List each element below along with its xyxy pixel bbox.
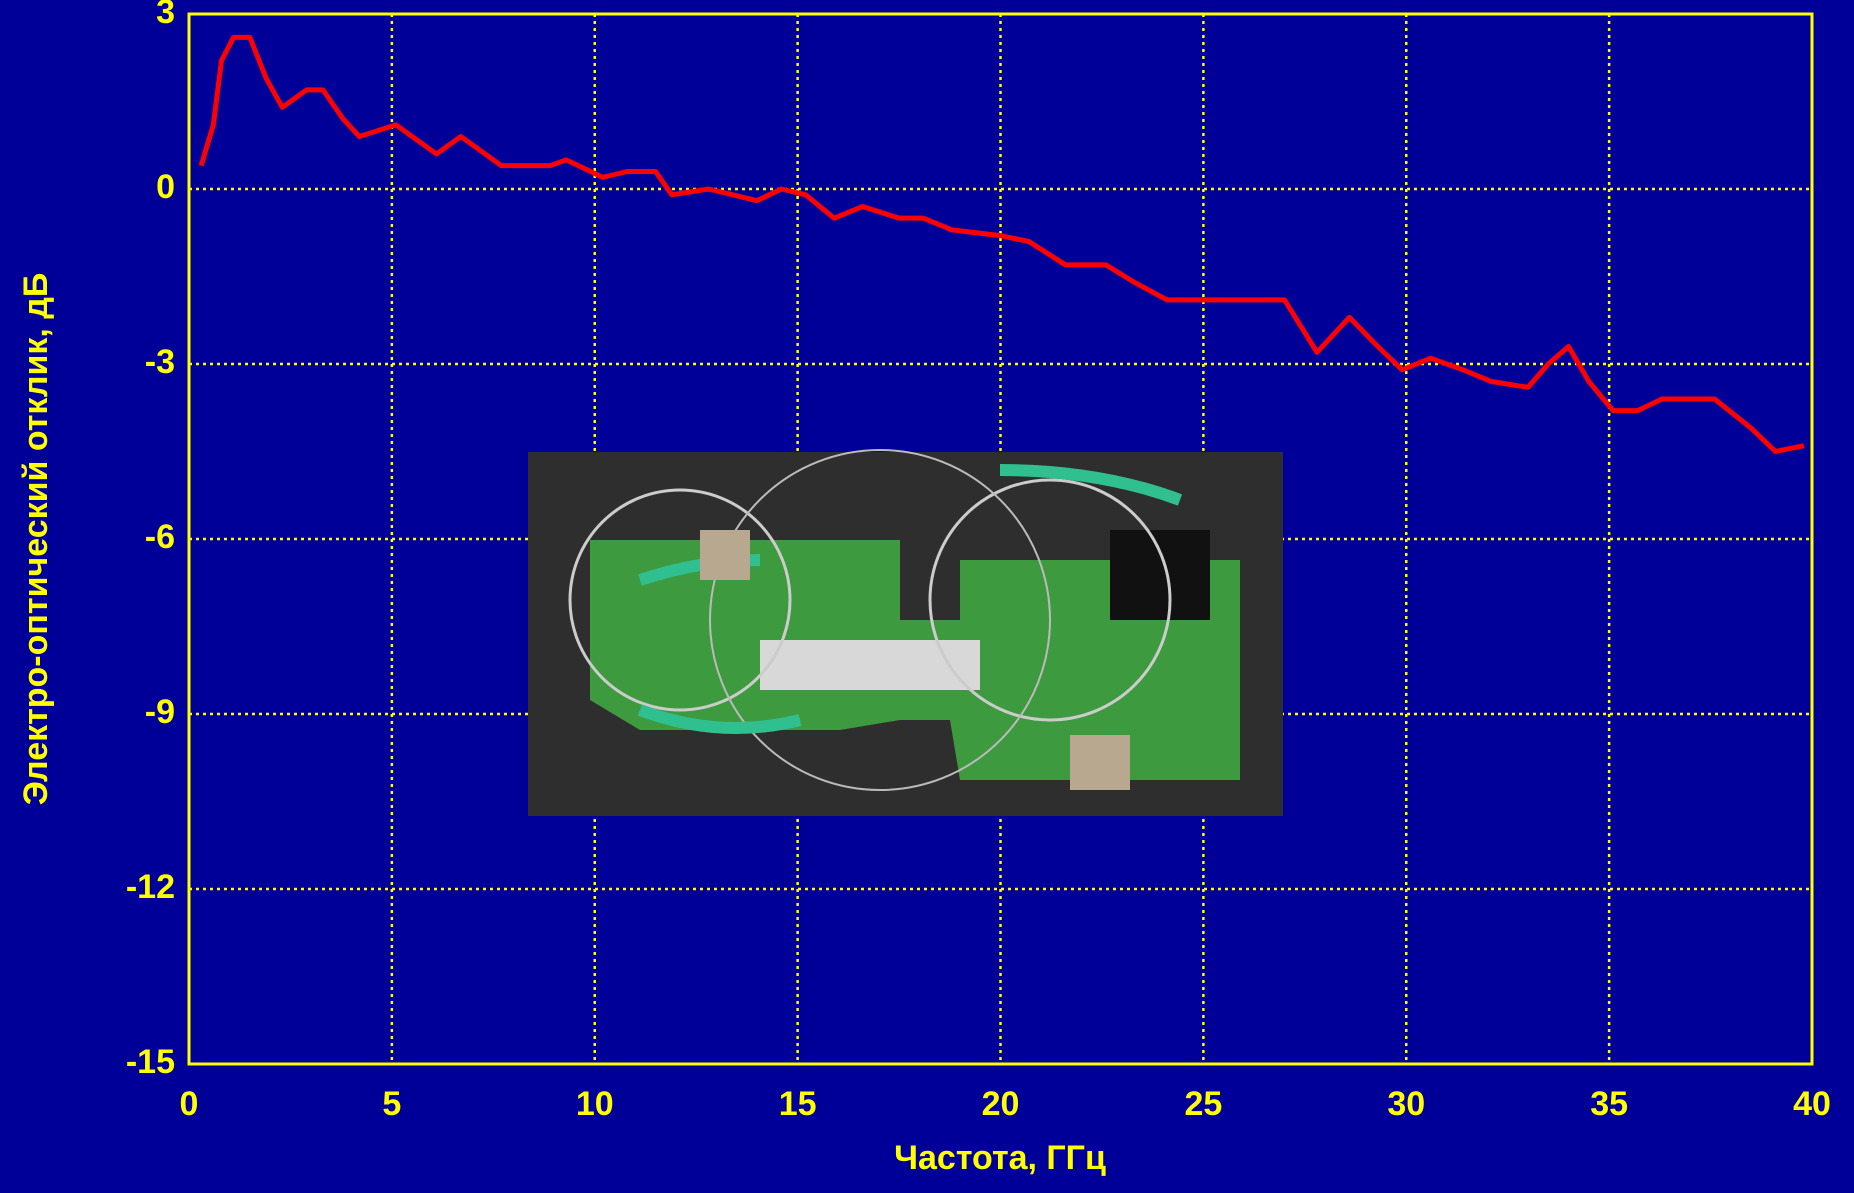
y-tick-label: -6 — [145, 518, 175, 556]
y-axis-label: Электро-оптический отклик, дБ — [17, 273, 55, 806]
y-tick-label: -9 — [145, 693, 175, 731]
x-axis-label: Частота, ГГц — [894, 1139, 1106, 1177]
x-tick-label: 40 — [1793, 1085, 1831, 1123]
y-tick-label: -12 — [126, 868, 175, 906]
x-tick-label: 15 — [779, 1085, 817, 1123]
y-tick-label: -15 — [126, 1043, 175, 1081]
y-tick-label: -3 — [145, 343, 175, 381]
x-tick-label: 0 — [180, 1085, 199, 1123]
x-tick-label: 20 — [982, 1085, 1020, 1123]
x-tick-label: 35 — [1590, 1085, 1628, 1123]
device-photo — [528, 450, 1283, 816]
x-tick-label: 10 — [576, 1085, 614, 1123]
chart: Частота, ГГц Электро-оптический отклик, … — [0, 0, 1854, 1193]
x-tick-label: 5 — [382, 1085, 401, 1123]
y-tick-label: 0 — [156, 168, 175, 206]
y-tick-label: 3 — [156, 0, 175, 31]
x-tick-label: 25 — [1184, 1085, 1222, 1123]
x-tick-label: 30 — [1387, 1085, 1425, 1123]
